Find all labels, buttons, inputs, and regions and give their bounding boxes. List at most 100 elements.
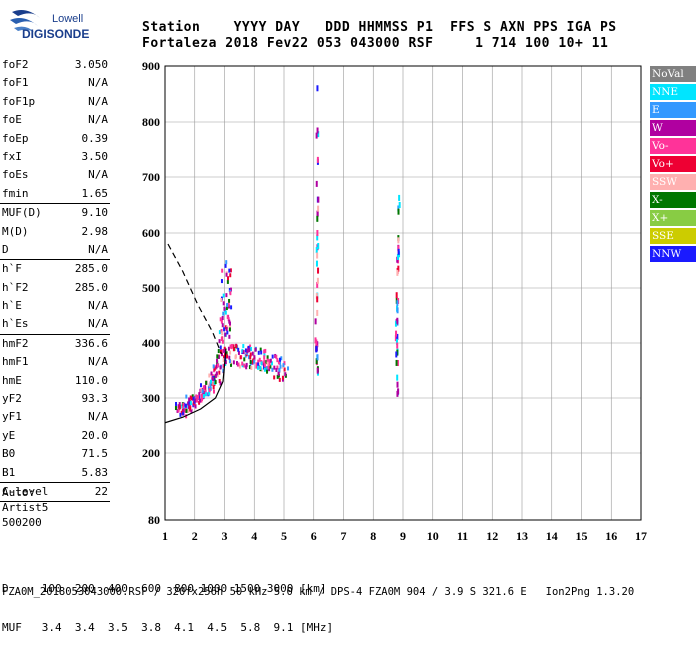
- echo-point: [249, 352, 252, 357]
- echo-point: [200, 398, 203, 403]
- echo-point: [260, 367, 263, 372]
- param-row: foF1 N/A: [0, 74, 110, 92]
- echo-point: [395, 338, 398, 345]
- param-value: 3.50: [81, 149, 109, 163]
- param-name: hmE: [2, 373, 22, 387]
- echo-point: [202, 385, 205, 390]
- param-row: B1 5.83: [0, 464, 110, 482]
- param-name: foF2: [2, 58, 29, 71]
- echo-point: [397, 265, 400, 272]
- echo-point: [221, 352, 224, 357]
- x-tick-label: 7: [341, 529, 347, 543]
- echo-point: [204, 389, 207, 394]
- echo-point: [263, 365, 266, 370]
- echo-point: [221, 331, 224, 336]
- echo-point: [395, 330, 398, 337]
- param-name: h`Es: [2, 317, 29, 331]
- echo-point: [398, 201, 401, 208]
- echo-point: [248, 365, 251, 370]
- echo-point: [177, 404, 180, 409]
- echo-point: [229, 268, 232, 273]
- echo-point: [202, 393, 205, 398]
- echo-point: [279, 357, 282, 362]
- echo-point: [398, 194, 401, 201]
- echo-point: [255, 362, 258, 367]
- footer-distance-row: D 100 200 400 600 800 1000 1500 3000 [km…: [2, 582, 327, 595]
- param-value: 71.5: [81, 447, 109, 461]
- param-row: hmF1 N/A: [0, 353, 110, 371]
- echo-point: [204, 385, 207, 390]
- echo-point: [266, 355, 269, 360]
- echo-point: [315, 292, 318, 299]
- echo-point: [208, 373, 211, 378]
- echo-point: [276, 365, 279, 370]
- echo-point: [258, 357, 261, 362]
- echo-point: [217, 363, 220, 368]
- echo-point: [189, 395, 192, 400]
- echo-point: [316, 127, 319, 134]
- echo-point: [274, 353, 277, 358]
- echo-point: [221, 339, 224, 344]
- echo-point: [263, 363, 266, 368]
- echo-point: [263, 359, 266, 364]
- echo-point: [237, 350, 240, 355]
- echo-point: [249, 344, 252, 349]
- echo-point: [228, 359, 231, 364]
- x-tick-label: 4: [251, 529, 257, 543]
- param-row: h`F2 285.0: [0, 279, 110, 297]
- echo-point: [238, 364, 241, 369]
- echo-point: [177, 406, 180, 411]
- echo-point: [396, 333, 399, 340]
- echo-point: [248, 348, 251, 353]
- echo-point: [253, 359, 256, 364]
- x-tick-label: 13: [516, 529, 528, 543]
- header-labels: Station YYYY DAY DDD HHMMSS P1 FFS S AXN…: [142, 20, 617, 35]
- echo-point: [182, 411, 185, 416]
- param-row: M(D) 2.98: [0, 223, 110, 241]
- echo-point: [212, 385, 215, 390]
- echo-point: [227, 317, 230, 322]
- echo-point: [229, 344, 232, 349]
- footer-tables: D 100 200 400 600 800 1000 1500 3000 [km…: [2, 556, 333, 647]
- echo-point: [316, 252, 319, 259]
- echo-point: [257, 362, 260, 367]
- param-value: 9.10: [81, 206, 109, 220]
- echo-point: [397, 248, 400, 255]
- echo-point: [198, 395, 201, 400]
- echo-point: [261, 361, 264, 366]
- x-tick-label: 16: [605, 529, 617, 543]
- echo-point: [280, 356, 283, 361]
- echo-point: [230, 305, 233, 310]
- echo-point: [316, 277, 319, 284]
- echo-point: [315, 260, 318, 267]
- echo-point: [249, 355, 252, 360]
- echo-point: [250, 347, 253, 352]
- echo-point: [316, 234, 319, 241]
- echo-point: [225, 272, 228, 277]
- echo-point: [241, 348, 244, 353]
- echo-point: [184, 406, 187, 411]
- param-name: foF1p: [2, 94, 36, 108]
- echo-point: [395, 292, 398, 299]
- y-tick-label: 400: [142, 336, 160, 350]
- echo-point: [175, 401, 178, 406]
- echo-point: [222, 368, 225, 373]
- echo-point: [397, 237, 400, 244]
- echo-point: [394, 335, 397, 342]
- echo-point: [213, 366, 216, 371]
- echo-point: [218, 339, 221, 344]
- x-tick-label: 17: [635, 529, 647, 543]
- echo-point: [278, 367, 281, 372]
- echo-point: [284, 372, 287, 377]
- param-row: C-level 22: [0, 483, 110, 501]
- echo-point: [208, 388, 211, 393]
- y-tick-label: 600: [142, 226, 160, 240]
- param-name: yF2: [2, 392, 22, 406]
- params-divider: [0, 259, 110, 261]
- echo-point: [209, 383, 212, 388]
- echo-point: [221, 268, 224, 273]
- echo-point: [316, 156, 319, 163]
- echo-point: [189, 401, 192, 406]
- param-value: 110.0: [74, 373, 108, 387]
- legend-item: E: [650, 102, 696, 118]
